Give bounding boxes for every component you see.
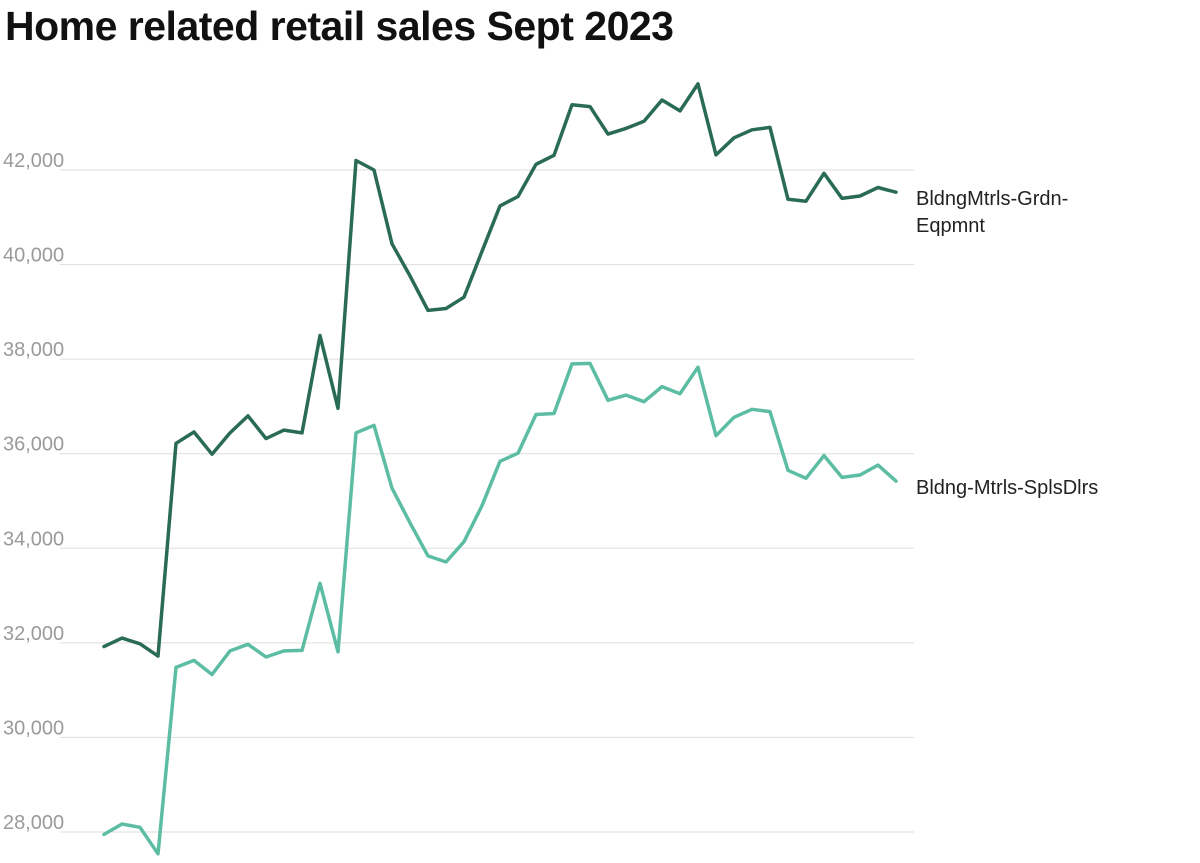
series-label: BldngMtrls-Grdn-: [916, 188, 1068, 210]
y-axis-tick-labels: 28,000 30,000 32,000 34,000 36,000 38,000 40,0…: [3, 150, 64, 834]
y-tick-label: 28,000: [3, 812, 64, 834]
series-label: Bldng-Mtrls-SplsDlrs: [916, 477, 1098, 499]
y-tick-label: 34,000: [3, 528, 64, 550]
series-line-2: [102, 361, 898, 856]
series-lines: [102, 82, 898, 856]
y-tick-label: 40,000: [3, 245, 64, 267]
y-tick-label: 38,000: [3, 339, 64, 361]
y-tick-label: 36,000: [3, 434, 64, 456]
y-tick-label: 30,000: [3, 717, 64, 739]
series-line-1: [102, 82, 898, 658]
chart-title: Home related retail sales Sept 2023: [5, 3, 674, 49]
gridlines: [60, 169, 914, 833]
series-label: Eqpmnt: [916, 215, 985, 237]
series-labels: BldngMtrls-Grdn- Eqpmnt Bldng-Mtrls-SplsDl…: [916, 188, 1098, 499]
y-tick-label: 32,000: [3, 623, 64, 645]
y-tick-label: 42,000: [3, 150, 64, 172]
